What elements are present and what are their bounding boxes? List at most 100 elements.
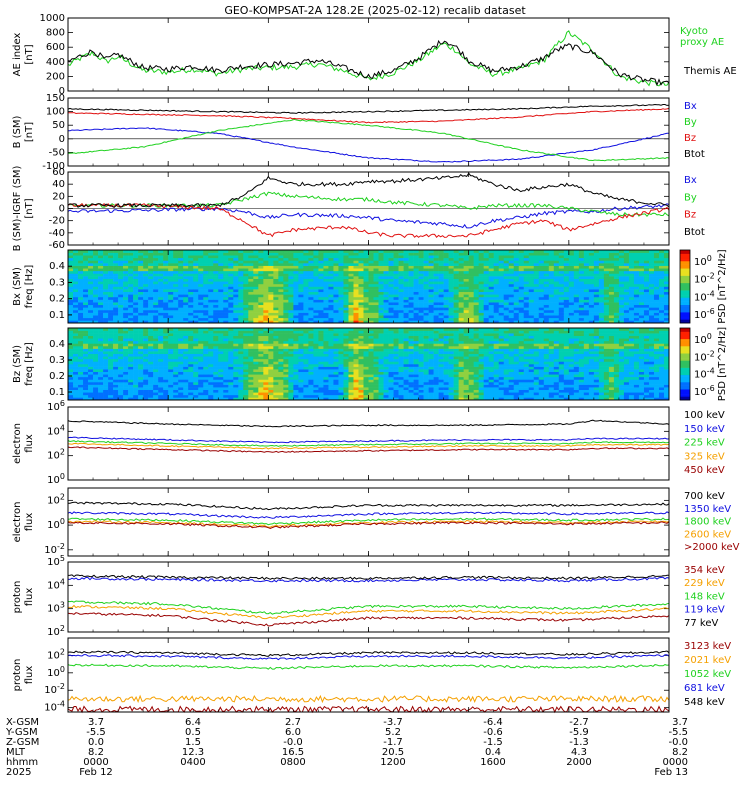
psd-cell bbox=[248, 286, 254, 290]
psd-cell bbox=[213, 358, 219, 362]
psd-cell bbox=[228, 304, 234, 308]
psd-cell bbox=[263, 250, 269, 253]
psd-cell bbox=[193, 302, 199, 306]
psd-cell bbox=[248, 250, 254, 253]
psd-cell bbox=[543, 307, 550, 311]
psd-cell bbox=[318, 286, 324, 290]
psd-cell bbox=[388, 317, 394, 321]
psd-cell bbox=[93, 335, 99, 339]
psd-cell bbox=[278, 335, 284, 339]
psd-cell bbox=[173, 289, 179, 293]
psd-cell bbox=[98, 364, 104, 367]
psd-cell bbox=[373, 263, 379, 266]
psd-cell bbox=[243, 309, 249, 313]
psd-cell bbox=[448, 273, 454, 277]
psd-cell bbox=[483, 265, 489, 269]
psd-cell bbox=[218, 343, 224, 347]
psd-cell bbox=[523, 260, 530, 264]
psd-cell bbox=[413, 255, 419, 259]
psd-cell bbox=[593, 312, 600, 316]
psd-cell bbox=[358, 265, 364, 269]
psd-cell bbox=[563, 278, 570, 282]
psd-cell bbox=[143, 371, 149, 375]
psd-cell bbox=[573, 276, 580, 279]
psd-cell bbox=[78, 250, 84, 253]
psd-cell bbox=[538, 294, 545, 298]
psd-cell bbox=[403, 315, 409, 319]
psd-cell bbox=[113, 307, 119, 311]
psd-cell bbox=[608, 257, 615, 261]
psd-cell bbox=[513, 317, 520, 321]
psd-cell bbox=[503, 296, 510, 300]
psd-cell bbox=[303, 379, 309, 383]
psd-cell bbox=[263, 283, 269, 287]
psd-cell bbox=[158, 252, 164, 256]
psd-cell bbox=[548, 315, 555, 319]
psd-cell bbox=[543, 281, 550, 285]
psd-cell bbox=[478, 302, 484, 306]
psd-cell bbox=[553, 291, 560, 295]
psd-cell bbox=[168, 302, 174, 306]
psd-cell bbox=[388, 307, 394, 311]
psd-cell bbox=[378, 291, 384, 295]
psd-cell bbox=[263, 333, 269, 337]
psd-cell bbox=[143, 263, 149, 266]
psd-cell bbox=[328, 265, 334, 269]
psd-cell bbox=[608, 268, 615, 272]
psd-cell bbox=[573, 268, 580, 272]
psd-cell bbox=[118, 257, 124, 261]
psd-cell bbox=[198, 338, 204, 342]
psd-cell bbox=[298, 387, 304, 391]
psd-cell bbox=[593, 294, 600, 298]
psd-cell bbox=[513, 250, 520, 253]
psd-cell bbox=[368, 250, 374, 253]
psd-cell bbox=[638, 309, 645, 313]
psd-cell bbox=[423, 250, 429, 253]
psd-cell bbox=[83, 312, 89, 316]
psd-cell bbox=[443, 291, 449, 295]
psd-cell bbox=[653, 273, 660, 277]
psd-cell bbox=[183, 317, 189, 321]
psd-cell bbox=[663, 252, 670, 256]
psd-cell bbox=[358, 257, 364, 261]
psd-cell bbox=[258, 387, 264, 391]
psd-cell bbox=[253, 330, 259, 334]
psd-cell bbox=[188, 343, 194, 347]
psd-cell bbox=[558, 309, 565, 313]
y-tick-label: 200 bbox=[46, 71, 65, 82]
psd-cell bbox=[238, 338, 244, 342]
psd-cell bbox=[158, 291, 164, 295]
psd-cell bbox=[288, 299, 294, 303]
psd-cell bbox=[248, 389, 254, 393]
psd-cell bbox=[638, 294, 645, 298]
psd-cell bbox=[368, 289, 374, 293]
psd-cell bbox=[108, 312, 114, 316]
psd-cell bbox=[178, 291, 184, 295]
psd-cell bbox=[268, 338, 274, 342]
psd-cell bbox=[623, 263, 630, 266]
psd-cell bbox=[163, 257, 169, 261]
psd-cell bbox=[658, 283, 665, 287]
psd-cell bbox=[98, 296, 104, 300]
psd-cell bbox=[388, 299, 394, 303]
psd-cell bbox=[73, 330, 79, 334]
colorbar-frame bbox=[679, 249, 691, 324]
psd-cell bbox=[613, 286, 620, 290]
psd-cell bbox=[228, 374, 234, 378]
psd-cell bbox=[203, 361, 209, 365]
psd-cell bbox=[268, 268, 274, 272]
psd-cell bbox=[398, 307, 404, 311]
psd-cell bbox=[368, 278, 374, 282]
psd-cell bbox=[113, 353, 119, 357]
psd-cell bbox=[88, 320, 94, 324]
psd-cell bbox=[268, 394, 274, 398]
psd-cell bbox=[603, 320, 610, 324]
psd-cell bbox=[108, 382, 114, 385]
psd-cell bbox=[113, 379, 119, 383]
psd-cell bbox=[253, 278, 259, 282]
psd-cell bbox=[623, 302, 630, 306]
psd-cell bbox=[143, 353, 149, 357]
psd-cell bbox=[413, 263, 419, 266]
psd-cell bbox=[108, 328, 114, 331]
psd-cell bbox=[318, 289, 324, 293]
